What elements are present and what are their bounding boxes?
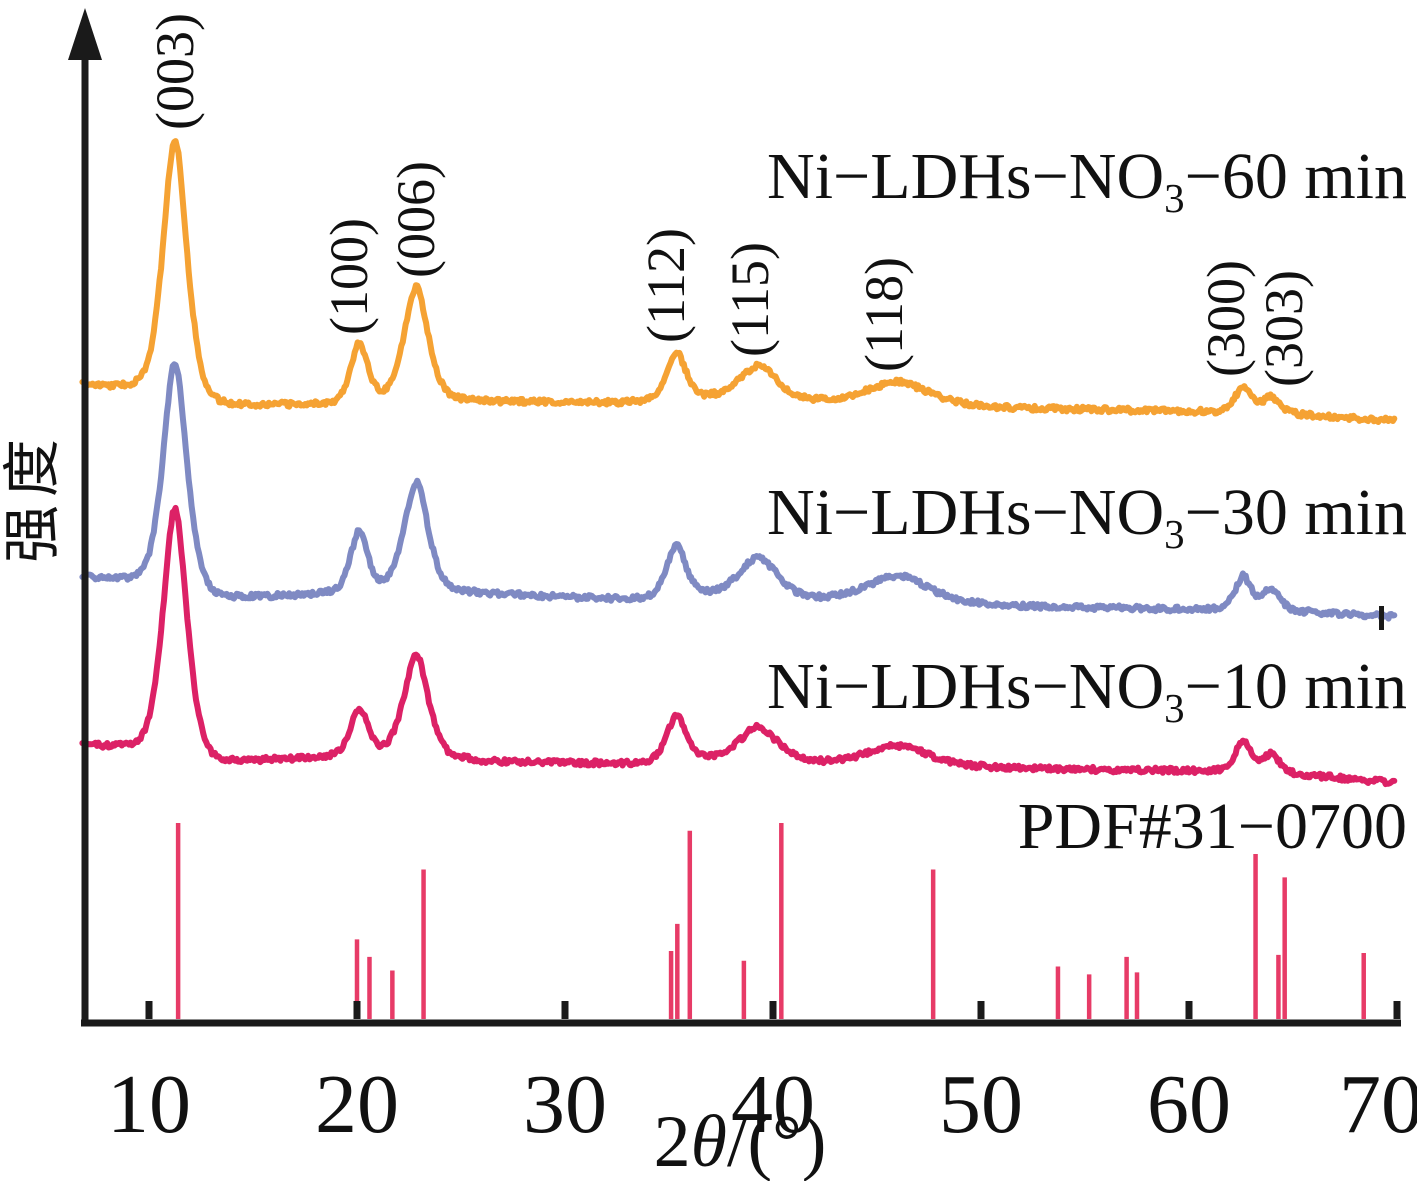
y-axis-line <box>81 52 89 1023</box>
xrd-trace-10min <box>79 504 1398 788</box>
series-label-60min-text: Ni−LDHs−NO <box>767 140 1165 213</box>
x-axis-tick <box>1393 1001 1401 1019</box>
series-label-30min-suffix: −30 min <box>1184 476 1407 549</box>
peak-label-006: (006) <box>386 161 446 278</box>
series-label-10min-suffix: −10 min <box>1184 650 1407 723</box>
peak-label-115: (115) <box>720 242 780 357</box>
series-label-10min-subscript: 3 <box>1164 686 1185 732</box>
x-tick-label: 50 <box>939 1058 1023 1151</box>
peak-label-112: (112) <box>636 228 696 343</box>
peak-label-118: (118) <box>854 257 914 372</box>
x-tick-label: 40 <box>731 1058 815 1151</box>
series-label-30min: Ni−LDHs−NO3−30 min <box>707 476 1407 555</box>
x-tick-label: 30 <box>523 1058 607 1151</box>
pdf-reference-label: PDF#31−0700 <box>1017 790 1407 863</box>
x-axis-tick <box>145 1001 153 1019</box>
xrd-trace-60min <box>79 138 1398 425</box>
x-axis-label: 2θ/(°) <box>0 1100 1417 1181</box>
y-axis-label: 强度 <box>0 430 65 564</box>
x-axis-line <box>81 1019 1401 1027</box>
series-label-10min: Ni−LDHs−NO3−10 min <box>707 650 1407 729</box>
series-label-60min: Ni−LDHs−NO3−60 min <box>707 140 1407 219</box>
x-axis-tick <box>1185 1001 1193 1019</box>
series-label-60min-suffix: −60 min <box>1184 140 1407 213</box>
x-axis-label-unit: /(°) <box>726 1101 827 1181</box>
peak-label-003: (003) <box>145 13 205 130</box>
x-axis-tick <box>769 1001 777 1019</box>
peak-label-300: (300) <box>1196 260 1256 377</box>
x-axis-label-theta: θ <box>690 1101 727 1181</box>
x-tick-label: 20 <box>315 1058 399 1151</box>
y-axis-arrowhead <box>68 8 102 60</box>
series-label-30min-subscript: 3 <box>1164 512 1185 558</box>
trace-end-mark <box>1379 606 1384 630</box>
x-axis-tick <box>353 1001 361 1019</box>
x-tick-label: 70 <box>1339 1058 1417 1151</box>
x-tick-label: 60 <box>1147 1058 1231 1151</box>
peak-label-303: (303) <box>1254 270 1314 387</box>
xrd-trace-30min <box>79 361 1398 622</box>
x-axis-label-pre: 2 <box>653 1101 691 1181</box>
series-label-30min-text: Ni−LDHs−NO <box>767 476 1165 549</box>
series-label-60min-subscript: 3 <box>1164 176 1185 222</box>
series-label-10min-text: Ni−LDHs−NO <box>767 650 1165 723</box>
x-tick-label: 10 <box>107 1058 191 1151</box>
x-axis-tick <box>977 1001 985 1019</box>
peak-label-100: (100) <box>319 218 379 335</box>
x-axis-tick <box>561 1001 569 1019</box>
